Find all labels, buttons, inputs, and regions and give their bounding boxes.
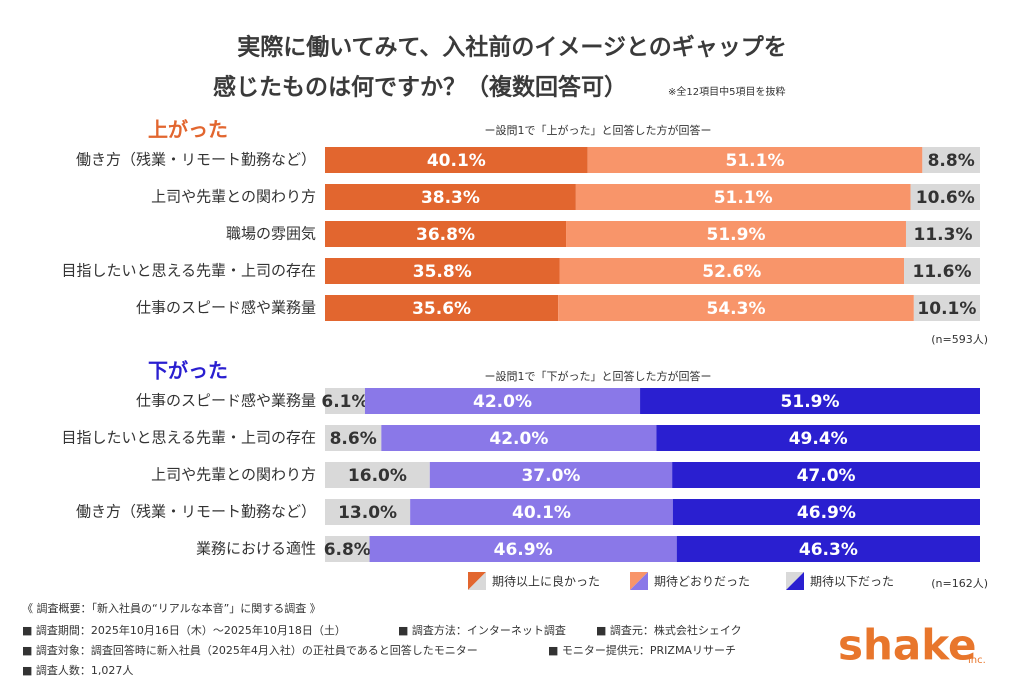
note: ※全12項目中5項目を抜粋 — [668, 85, 785, 98]
bar-segment — [429, 462, 673, 488]
value-label: 51.9% — [707, 225, 766, 245]
bar-segment — [910, 184, 980, 210]
bar-segment — [672, 499, 980, 525]
value-label: 35.6% — [412, 299, 471, 319]
value-label: 35.8% — [413, 262, 472, 282]
bar-segment — [656, 425, 980, 451]
category-label: 仕事のスピード感や業務量 — [136, 299, 316, 317]
section-title: 上がった — [148, 118, 228, 142]
value-label: 11.3% — [914, 225, 973, 245]
sample-size: (n=593人) — [931, 333, 988, 346]
category-label: 仕事のスピード感や業務量 — [136, 392, 316, 410]
value-label: 54.3% — [707, 299, 766, 319]
bar-segment — [325, 462, 430, 488]
legend-label: 期待以下だった — [810, 575, 894, 589]
legend-swatch — [468, 572, 486, 590]
bar-segment — [913, 295, 980, 321]
value-label: 8.6% — [330, 429, 377, 449]
value-label: 6.1% — [321, 392, 368, 412]
bar-segment — [325, 499, 411, 525]
title-line: 実際に働いてみて、入社前のイメージとのギャップを — [237, 34, 786, 61]
legend-label: 期待どおりだった — [654, 575, 750, 589]
bar-segment — [904, 258, 980, 284]
bar-segment — [369, 536, 677, 562]
category-label: 働き方（残業・リモート勤務など） — [76, 151, 316, 169]
subtitle: ー設問1で「下がった」と回答した方が回答ー — [485, 369, 712, 383]
title-line: 感じたものは何ですか？（複数回答可） — [213, 74, 627, 101]
sample-size: (n=162人) — [931, 577, 988, 590]
bar-segment — [558, 295, 914, 321]
category-label: 目指したいと思える先輩・上司の存在 — [61, 262, 316, 280]
footer-item: ■ モニター提供元：PRIZMAリサーチ — [548, 643, 736, 657]
category-label: 上司や先輩との関わり方 — [151, 466, 316, 484]
value-label: 38.3% — [421, 188, 480, 208]
bar-segment — [587, 147, 923, 173]
footer-item: ■ 調査人数：1,027人 — [22, 663, 133, 677]
bar-segment — [325, 425, 382, 451]
bar-segment — [575, 184, 911, 210]
value-label: 51.1% — [714, 188, 773, 208]
bar-segment — [325, 388, 365, 414]
legend-label: 期待以上に良かった — [492, 574, 600, 589]
bar-segment — [325, 295, 559, 321]
value-label: 10.1% — [917, 299, 976, 319]
legend-swatch — [786, 572, 804, 590]
bar-segment — [905, 221, 980, 247]
logo-suffix: inc. — [968, 655, 986, 666]
section-title: 下がった — [148, 359, 228, 383]
value-label: 10.6% — [916, 188, 975, 208]
value-label: 6.8% — [324, 540, 371, 560]
category-label: 目指したいと思える先輩・上司の存在 — [61, 429, 316, 447]
value-label: 40.1% — [427, 151, 486, 171]
footer-item: ■ 調査方法：インターネット調査 — [398, 623, 566, 637]
value-label: 46.3% — [799, 540, 858, 560]
bar-segment — [325, 221, 567, 247]
footer-heading: 《 調査概要：「新入社員の“リアルな本音”」に関する調査 》 — [22, 601, 321, 615]
footer-item: ■ 調査期間：2025年10月16日（木）〜2025年10月18日（土） — [22, 623, 346, 637]
value-label: 47.0% — [797, 466, 856, 486]
value-label: 11.6% — [913, 262, 972, 282]
value-label: 51.9% — [781, 392, 840, 412]
bar-segment — [325, 536, 370, 562]
value-label: 13.0% — [338, 503, 397, 523]
value-label: 46.9% — [494, 540, 553, 560]
bar-segment — [676, 536, 980, 562]
bar-segment — [325, 258, 560, 284]
value-label: 46.9% — [797, 503, 856, 523]
value-label: 16.0% — [348, 466, 407, 486]
value-label: 36.8% — [416, 225, 475, 245]
footer-item: ■ 調査対象：調査回答時に新入社員（2025年4月入社）の正社員であると回答した… — [22, 643, 478, 657]
value-label: 51.1% — [726, 151, 785, 171]
bar-segment — [922, 147, 980, 173]
footer-item: ■ 調査元：株式会社シェイク — [596, 623, 742, 637]
value-label: 37.0% — [521, 466, 580, 486]
bar-segment — [559, 258, 905, 284]
category-label: 上司や先輩との関わり方 — [151, 188, 316, 206]
bar-segment — [325, 147, 588, 173]
bar-segment — [325, 184, 576, 210]
value-label: 42.0% — [489, 429, 548, 449]
logo: shake — [838, 621, 977, 670]
category-label: 働き方（残業・リモート勤務など） — [76, 503, 316, 521]
category-label: 業務における適性 — [196, 540, 316, 558]
bar-segment — [566, 221, 906, 247]
bar-segment — [672, 462, 980, 488]
legend-swatch — [630, 572, 648, 590]
value-label: 8.8% — [928, 151, 975, 171]
bar-segment — [381, 425, 657, 451]
category-label: 職場の雰囲気 — [226, 225, 316, 243]
value-label: 40.1% — [512, 503, 571, 523]
value-label: 42.0% — [473, 392, 532, 412]
bar-segment — [640, 388, 980, 414]
value-label: 49.4% — [789, 429, 848, 449]
value-label: 52.6% — [702, 262, 761, 282]
bar-segment — [364, 388, 641, 414]
subtitle: ー設問1で「上がった」と回答した方が回答ー — [485, 123, 712, 137]
bar-segment — [410, 499, 673, 525]
